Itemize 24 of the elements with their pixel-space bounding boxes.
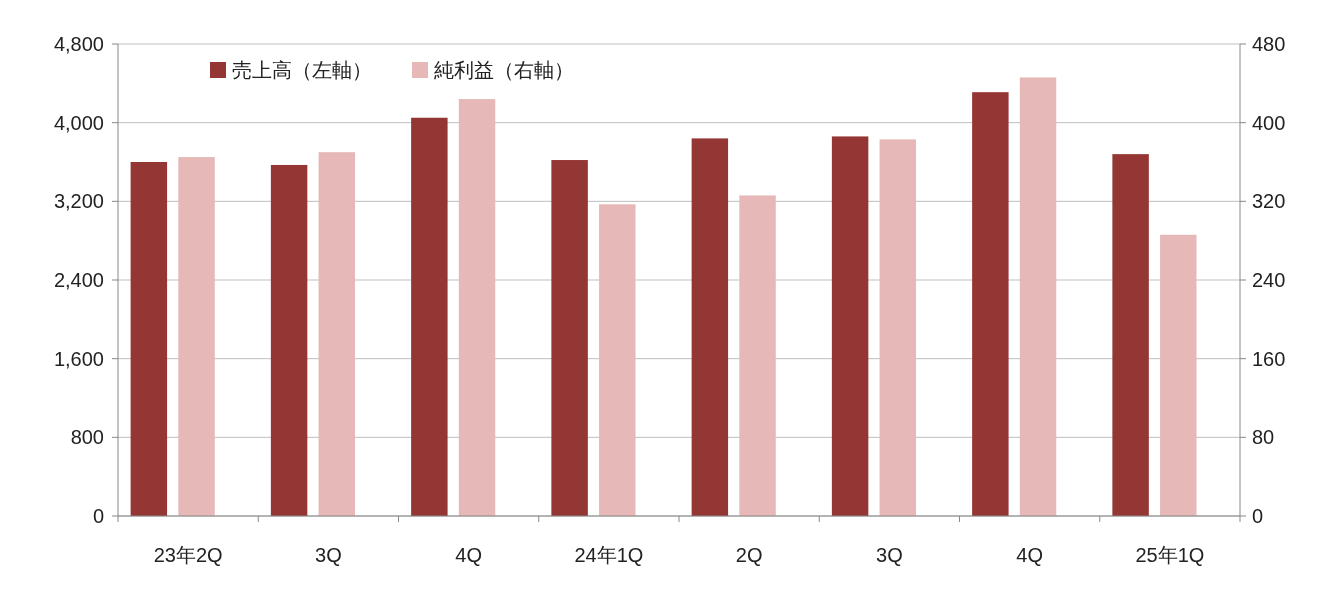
y-tick-label: 2,400 [53,269,104,291]
y2-tick-label: 320 [1252,190,1286,213]
x-tick-label: 25年1Q [1135,544,1205,566]
x-tick-label: 4Q [1016,544,1043,566]
x-tick-label: 2Q [735,544,763,566]
x-tick-label: 24年1Q [574,544,644,566]
y-tick-label: 4,000 [53,111,104,134]
y-tick-label: 0 [92,505,104,527]
x-tick-label: 3Q [876,544,903,566]
y2-tick-label: 240 [1252,269,1286,291]
legend-label: 純利益（右軸） [434,59,574,81]
y-tick-label: 1,600 [53,347,104,370]
legend-label: 売上高（左軸） [232,59,372,81]
x-tick-label: 4Q [455,544,482,566]
y2-tick-label: 400 [1252,111,1286,134]
y2-tick-label: 480 [1252,33,1286,55]
y-tick-label: 3,200 [53,190,104,213]
y2-tick-label: 80 [1252,426,1275,449]
x-tick-label: 3Q [315,544,342,566]
y2-tick-label: 160 [1252,347,1286,370]
y-tick-label: 4,800 [53,33,104,55]
x-tick-label: 23年2Q [153,544,223,566]
y-tick-label: 800 [70,426,104,449]
y2-tick-label: 0 [1252,505,1264,527]
